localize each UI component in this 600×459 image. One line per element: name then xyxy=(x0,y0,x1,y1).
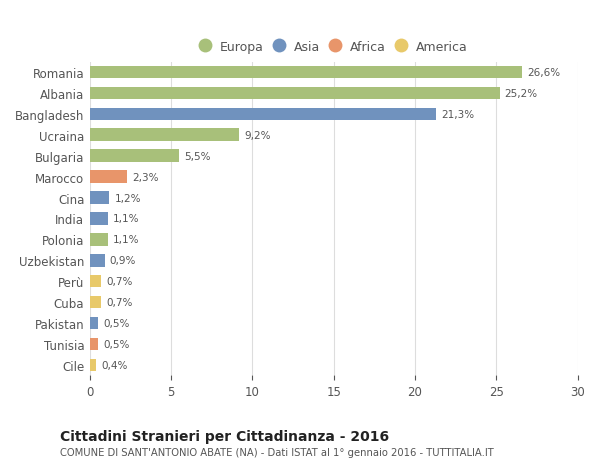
Text: 21,3%: 21,3% xyxy=(441,110,474,120)
Text: 0,5%: 0,5% xyxy=(103,339,130,349)
Bar xyxy=(90,108,436,121)
Bar xyxy=(90,296,101,309)
Bar xyxy=(90,67,523,79)
Bar xyxy=(90,171,127,184)
Bar xyxy=(90,192,109,204)
Bar xyxy=(90,359,97,371)
Bar xyxy=(90,275,101,288)
Bar xyxy=(90,88,500,100)
Bar xyxy=(90,254,104,267)
Bar xyxy=(90,129,239,142)
Text: 26,6%: 26,6% xyxy=(527,68,560,78)
Text: 9,2%: 9,2% xyxy=(244,130,271,140)
Text: COMUNE DI SANT'ANTONIO ABATE (NA) - Dati ISTAT al 1° gennaio 2016 - TUTTITALIA.I: COMUNE DI SANT'ANTONIO ABATE (NA) - Dati… xyxy=(60,448,494,458)
Text: 1,2%: 1,2% xyxy=(115,193,141,203)
Text: 1,1%: 1,1% xyxy=(113,214,139,224)
Text: 0,4%: 0,4% xyxy=(101,360,128,370)
Bar xyxy=(90,213,108,225)
Text: 0,7%: 0,7% xyxy=(106,297,133,308)
Bar xyxy=(90,317,98,330)
Bar xyxy=(90,338,98,350)
Text: 1,1%: 1,1% xyxy=(113,235,139,245)
Text: 2,3%: 2,3% xyxy=(132,172,158,182)
Text: 0,7%: 0,7% xyxy=(106,277,133,286)
Text: 0,9%: 0,9% xyxy=(109,256,136,266)
Text: Cittadini Stranieri per Cittadinanza - 2016: Cittadini Stranieri per Cittadinanza - 2… xyxy=(60,429,389,443)
Bar xyxy=(90,150,179,162)
Bar xyxy=(90,234,108,246)
Text: 0,5%: 0,5% xyxy=(103,318,130,328)
Text: 5,5%: 5,5% xyxy=(184,151,211,161)
Text: 25,2%: 25,2% xyxy=(505,89,538,99)
Legend: Europa, Asia, Africa, America: Europa, Asia, Africa, America xyxy=(196,37,472,58)
